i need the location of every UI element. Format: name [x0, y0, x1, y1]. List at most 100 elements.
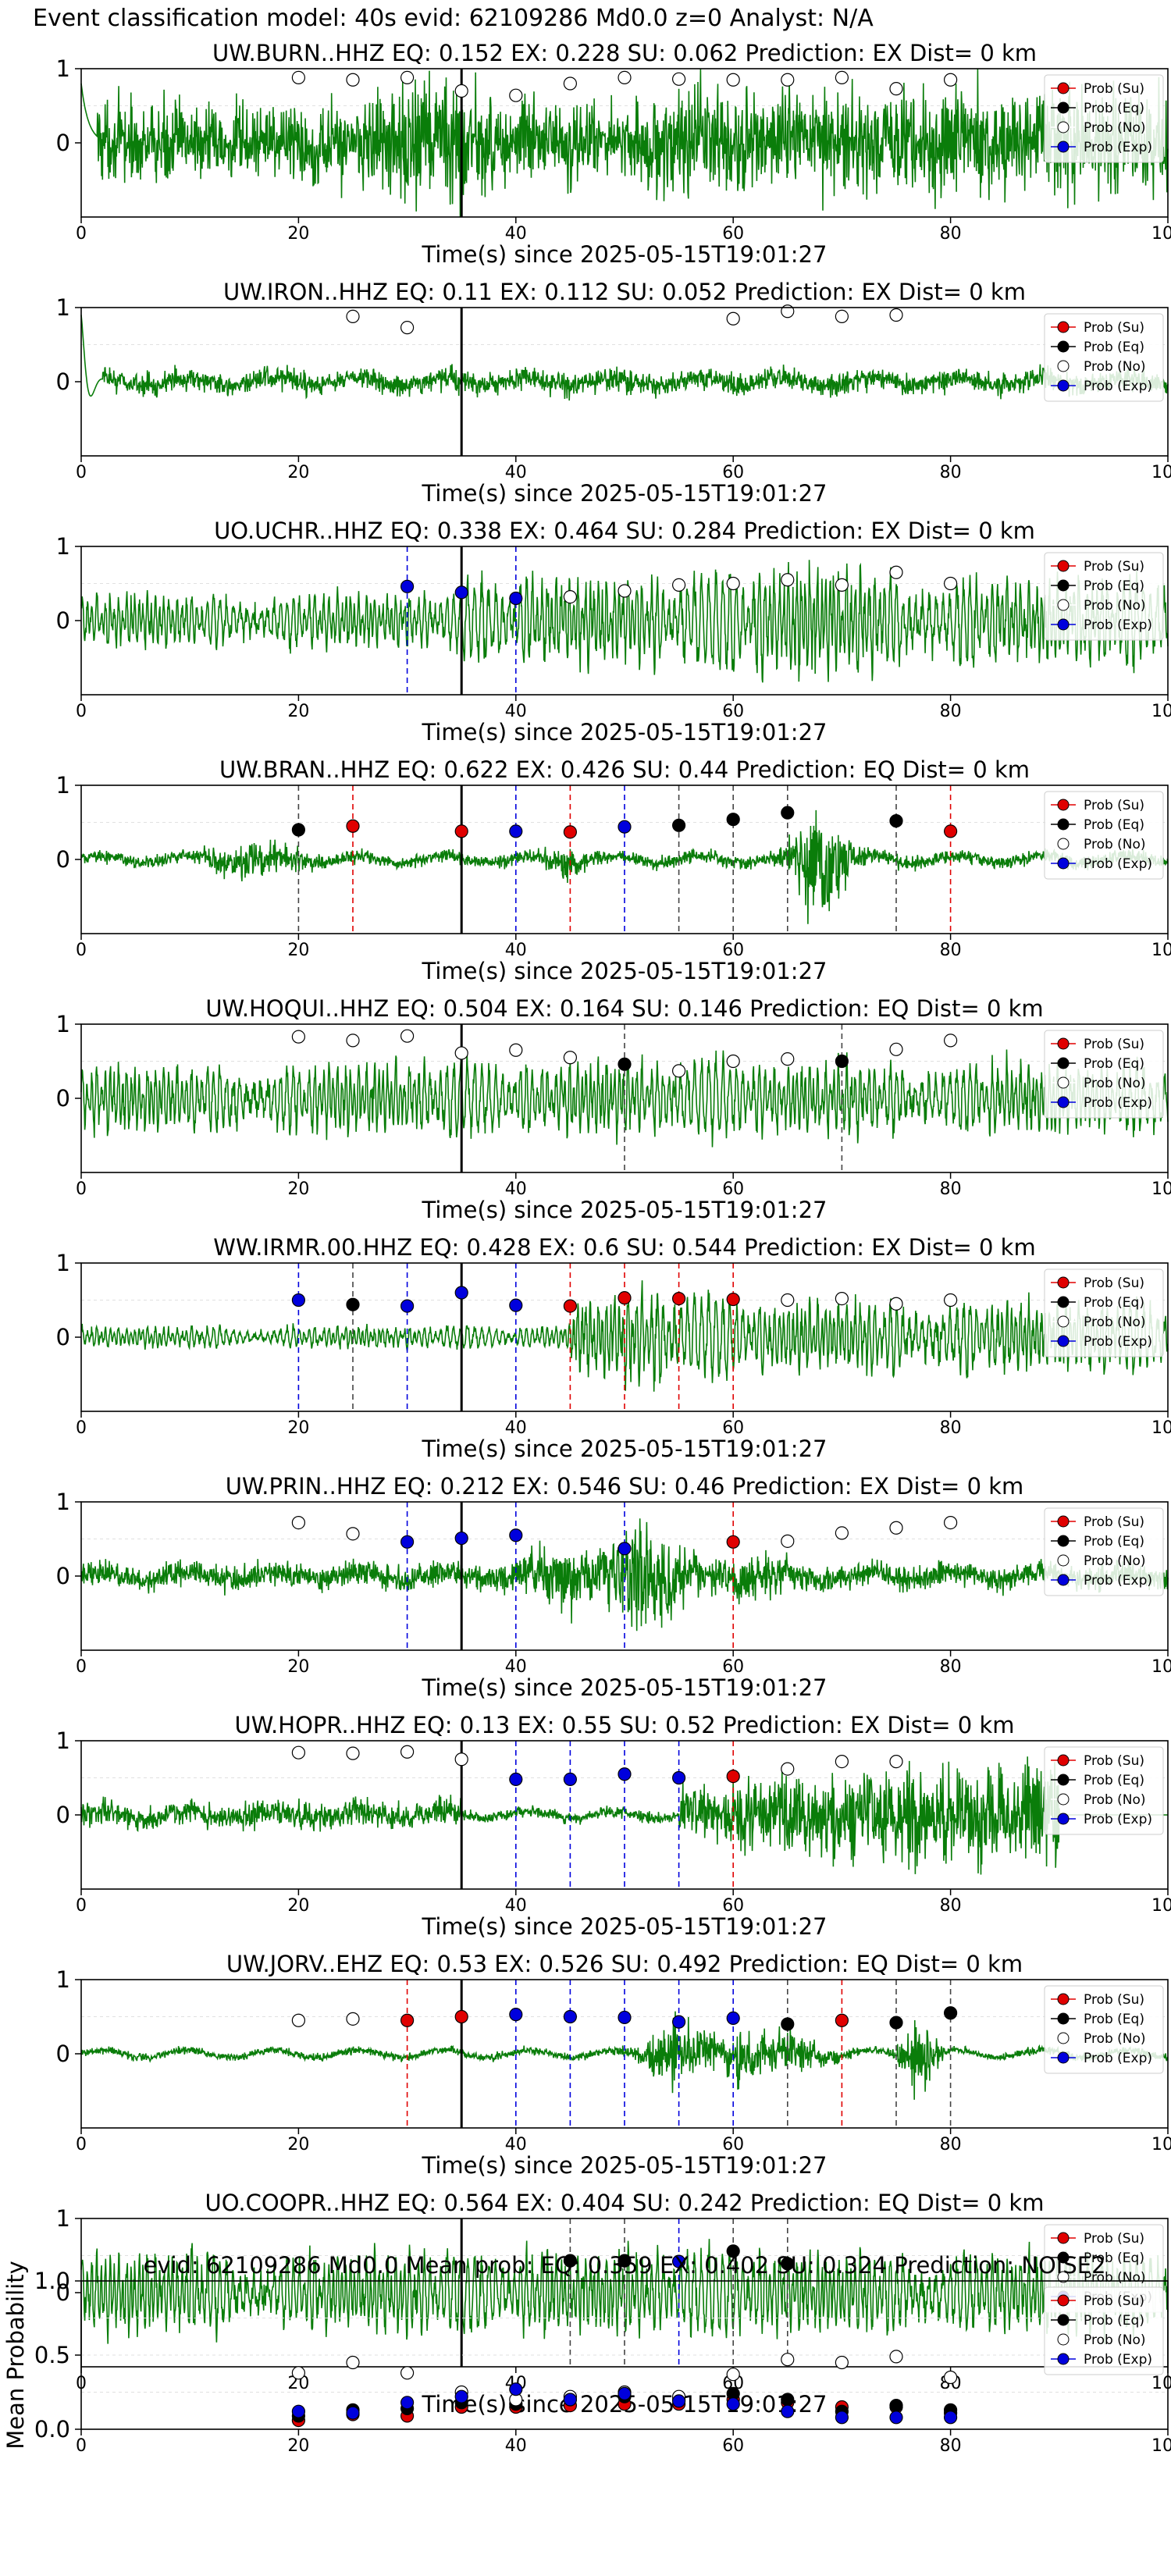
x-tick-label: 0: [76, 463, 87, 482]
prob-point-no: [943, 1034, 958, 1048]
legend-marker-exp: [1057, 1574, 1070, 1586]
prob-point-no: [509, 1043, 523, 1057]
panel-title: UW.IRON..HHZ EQ: 0.11 EX: 0.112 SU: 0.05…: [223, 279, 1026, 305]
station-panel: UW.BRAN..HHZ EQ: 0.622 EX: 0.426 SU: 0.4…: [56, 756, 1171, 984]
legend-label-eq: Prob (Eq): [1084, 340, 1144, 355]
legend-label-eq: Prob (Eq): [1084, 1773, 1144, 1788]
prob-point-no: [943, 1293, 958, 1308]
legend: Prob (Su) Prob (Eq) Prob (No) Prob (Exp): [1044, 1985, 1164, 2074]
panel-title: UW.JORV..EHZ EQ: 0.53 EX: 0.526 SU: 0.49…: [226, 1951, 1023, 1977]
prob-point-no: [781, 1762, 795, 1776]
prob-point-su: [618, 1291, 632, 1305]
prob-point-no: [781, 1534, 795, 1548]
x-tick-label: 0: [76, 1179, 87, 1199]
prob-point-no: [346, 309, 360, 323]
prob-point-no: [454, 1046, 468, 1060]
legend-label-no: Prob (No): [1084, 837, 1146, 852]
y-tick-label: 0: [56, 368, 70, 395]
legend-label-eq: Prob (Eq): [1084, 1295, 1144, 1311]
x-tick-label: 80: [940, 941, 962, 960]
y-tick-label: 1: [56, 1011, 70, 1037]
prob-point-no: [889, 308, 903, 322]
figure-title: Event classification model: 40s evid: 62…: [33, 5, 874, 32]
x-tick-label: 100: [1151, 2135, 1171, 2154]
prob-point-no: [346, 1527, 360, 1541]
x-tick-label: 80: [940, 463, 962, 482]
mean-point-exp: [671, 2394, 686, 2408]
prob-point-no: [291, 2013, 305, 2027]
x-tick-label: 0: [76, 1418, 87, 1438]
legend-marker-exp: [1057, 1096, 1070, 1108]
legend-label-exp: Prob (Exp): [1084, 617, 1152, 633]
legend-label-exp: Prob (Exp): [1084, 1095, 1152, 1111]
mean-prob-panel: evid: 62109286 Md0.0 Mean prob: EQ: 0.35…: [2, 2252, 1171, 2456]
legend-label-su: Prob (Su): [1084, 2293, 1144, 2309]
mean-point-exp: [400, 2396, 415, 2410]
legend-marker-exp: [1057, 141, 1070, 153]
x-tick-label: 20: [287, 2436, 309, 2456]
legend-marker-exp: [1057, 379, 1070, 392]
legend: Prob (Su) Prob (Eq) Prob (No) Prob (Exp): [1044, 313, 1164, 402]
legend-box: [1044, 74, 1164, 163]
prob-point-exp: [454, 1531, 468, 1546]
prob-point-no: [889, 565, 903, 579]
legend-marker-no: [1057, 121, 1070, 133]
x-tick-label: 20: [287, 1657, 309, 1677]
prob-point-exp: [509, 591, 523, 606]
mean-point-exp: [835, 2411, 849, 2425]
legend-marker-eq: [1057, 1774, 1070, 1786]
prob-point-no: [835, 578, 849, 592]
waveform-line: [80, 1518, 1169, 1631]
prob-point-eq: [889, 2016, 903, 2030]
prob-point-eq: [726, 2244, 740, 2258]
x-tick-label: 60: [722, 224, 744, 244]
prob-point-exp: [618, 2010, 632, 2025]
prob-point-no: [346, 1034, 360, 1048]
prob-point-eq: [889, 813, 903, 828]
x-axis-label: Time(s) since 2025-05-15T19:01:27: [422, 958, 828, 984]
legend-marker-su: [1057, 1515, 1070, 1528]
y-tick-label: 1.0: [34, 2268, 70, 2294]
x-tick-label: 60: [722, 1896, 744, 1916]
x-tick-label: 60: [722, 2135, 744, 2154]
y-tick-label: 1: [56, 1489, 70, 1515]
legend-box: [1044, 313, 1164, 402]
y-tick-label: 0: [56, 2279, 70, 2306]
prob-point-eq: [618, 1057, 632, 1071]
legend-label-exp: Prob (Exp): [1084, 140, 1152, 155]
prob-point-eq: [835, 1054, 849, 1069]
legend-marker-exp: [1057, 857, 1070, 870]
legend-label-exp: Prob (Exp): [1084, 856, 1152, 872]
legend-label-exp: Prob (Exp): [1084, 1573, 1152, 1589]
prob-point-no: [400, 321, 415, 335]
prob-point-eq: [943, 2006, 958, 2020]
x-tick-label: 20: [287, 702, 309, 721]
prob-point-su: [726, 1770, 740, 1784]
x-axis-label: Time(s) since 2025-05-15T19:01:27: [422, 1674, 828, 1701]
legend-marker-no: [1057, 1315, 1070, 1328]
prob-point-su: [671, 1291, 686, 1306]
prob-point-no: [671, 72, 686, 86]
x-tick-label: 80: [940, 2436, 962, 2456]
legend-marker-su: [1057, 2294, 1070, 2307]
x-tick-label: 60: [722, 463, 744, 482]
prob-point-no: [509, 88, 523, 102]
x-tick-label: 0: [76, 702, 87, 721]
x-tick-label: 0: [76, 224, 87, 244]
legend-marker-exp: [1057, 618, 1070, 631]
legend-label-eq: Prob (Eq): [1084, 1534, 1144, 1550]
y-tick-label: 0: [56, 1802, 70, 1828]
prob-point-no: [781, 304, 795, 318]
legend-label-eq: Prob (Eq): [1084, 101, 1144, 116]
prob-point-exp: [726, 2011, 740, 2025]
prob-point-no: [563, 589, 578, 604]
panel-title: UW.HOPR..HHZ EQ: 0.13 EX: 0.55 SU: 0.52 …: [234, 1712, 1014, 1738]
legend-marker-eq: [1057, 1535, 1070, 1547]
prob-point-no: [291, 1515, 305, 1530]
mean-point-exp: [509, 2382, 523, 2396]
mean-point-exp: [781, 2404, 795, 2418]
x-tick-label: 20: [287, 1418, 309, 1438]
mean-point-exp: [346, 2406, 360, 2420]
x-tick-label: 100: [1151, 702, 1171, 721]
